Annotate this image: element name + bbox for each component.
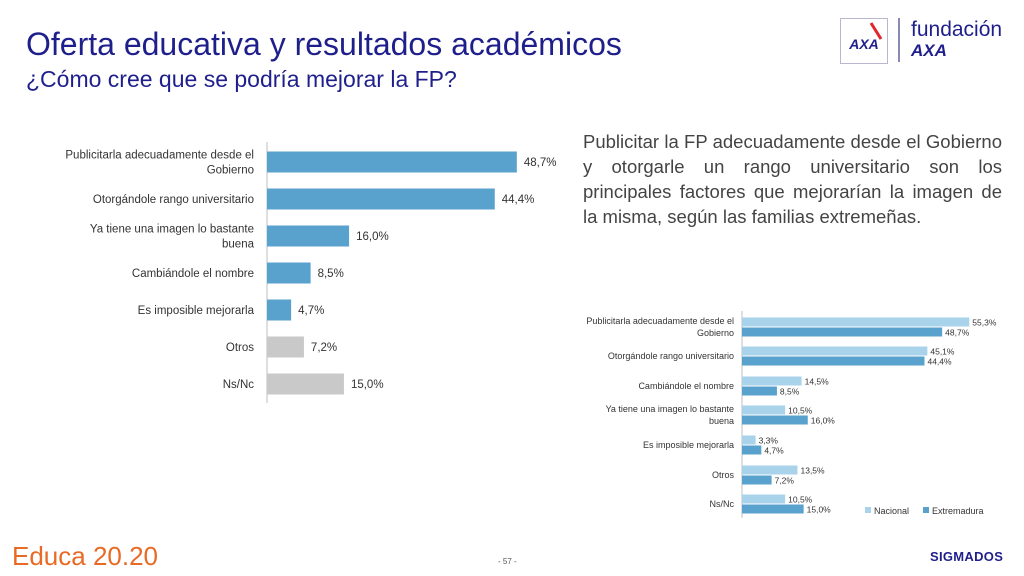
chart2-category-label: Gobierno: [697, 328, 734, 338]
chart2-bar-nacional: [742, 405, 786, 415]
chart2-category-label: Otorgándole rango universitario: [608, 351, 734, 361]
sigmados-logo: SIGMADOS: [930, 549, 1004, 564]
logo-separator: [898, 18, 900, 62]
chart2-value-label: 16,0%: [811, 416, 836, 426]
summary-text: Publicitar la FP adecuadamente desde el …: [583, 131, 1002, 227]
chart2-bar-nacional: [742, 494, 786, 504]
chart2-category-label: buena: [709, 416, 734, 426]
chart2-legend-label: Extremadura: [932, 506, 984, 516]
chart2-value-label: 45,1%: [930, 347, 955, 357]
chart2-value-label: 48,7%: [945, 328, 970, 338]
chart1-value-label: 15,0%: [351, 379, 384, 391]
chart2-bar-extremadura: [742, 327, 943, 337]
chart2-value-label: 3,3%: [759, 436, 779, 446]
chart2-bar-nacional: [742, 346, 928, 356]
chart1-category-label: Gobierno: [207, 165, 254, 177]
chart2-value-label: 13,5%: [800, 466, 825, 476]
chart2-value-label: 10,5%: [788, 406, 813, 416]
page-subtitle: ¿Cómo cree que se podría mejorar la FP?: [26, 66, 457, 92]
chart2-category-label: Ya tiene una imagen lo bastante: [606, 404, 734, 414]
educa-logo: Educa 20.20: [12, 541, 159, 571]
chart2-category-label: Otros: [712, 470, 735, 480]
chart1-value-label: 8,5%: [318, 268, 344, 280]
chart1-bar: [267, 373, 344, 395]
axa-logo-mark: AXA: [840, 18, 888, 64]
chart2-category-label: Cambiándole el nombre: [638, 381, 734, 391]
chart2-value-label: 44,4%: [927, 357, 952, 367]
chart1-value-label: 16,0%: [356, 231, 389, 243]
chart2-bar-extremadura: [742, 415, 808, 425]
page-number: - 57 -: [498, 557, 517, 566]
chart1-category-label: Publicitarla adecuadamente desde el: [65, 150, 254, 162]
chart1-category-label: Otorgándole rango universitario: [93, 194, 254, 206]
chart1-category-label: buena: [222, 239, 255, 251]
chart1-bar: [267, 262, 311, 284]
page-title: Oferta educativa y resultados académicos: [26, 26, 622, 62]
chart1-value-label: 7,2%: [311, 342, 337, 354]
chart2-legend-label: Nacional: [874, 506, 909, 516]
chart1-value-label: 48,7%: [524, 157, 557, 169]
logo-brand-line1: fundación: [911, 18, 1003, 41]
chart1-category-label: Es imposible mejorarla: [138, 305, 255, 317]
logo-mark-text: AXA: [848, 36, 879, 52]
chart1-value-label: 4,7%: [298, 305, 324, 317]
chart1-category-label: Ns/Nc: [223, 379, 255, 391]
chart2-bar-extremadura: [742, 356, 925, 366]
chart1-category-label: Otros: [226, 342, 254, 354]
chart2-bar-extremadura: [742, 475, 772, 485]
chart1-bar: [267, 336, 304, 358]
chart1-bar: [267, 299, 292, 321]
chart1-bar: [267, 188, 495, 210]
chart2-bar-extremadura: [742, 504, 804, 514]
chart2-value-label: 55,3%: [972, 318, 997, 328]
chart2-bar-nacional: [742, 465, 798, 475]
chart2-legend-swatch: [923, 507, 929, 513]
logo-brand-line2: AXA: [911, 41, 947, 60]
chart2-value-label: 8,5%: [780, 387, 800, 397]
chart2-category-label: Es imposible mejorarla: [643, 440, 734, 450]
chart2-bar-extremadura: [742, 386, 777, 396]
chart1-bar: [267, 225, 350, 247]
chart2-bar-nacional: [742, 435, 756, 445]
chart2-value-label: 14,5%: [805, 377, 830, 387]
chart2-category-label: Publicitarla adecuadamente desde el: [586, 316, 734, 326]
chart1-value-label: 44,4%: [502, 194, 535, 206]
chart2-bar-nacional: [742, 376, 802, 386]
chart2-legend-swatch: [865, 507, 871, 513]
chart2-bar-nacional: [742, 317, 970, 327]
chart2-value-label: 7,2%: [775, 476, 795, 486]
chart1-category-label: Ya tiene una imagen lo bastante: [90, 224, 254, 236]
chart2-value-label: 4,7%: [764, 446, 784, 456]
chart2-bar-extremadura: [742, 445, 762, 455]
chart2-value-label: 10,5%: [788, 495, 813, 505]
chart2-value-label: 15,0%: [807, 505, 832, 515]
chart1-category-label: Cambiándole el nombre: [132, 268, 254, 280]
chart1-bar: [267, 151, 517, 173]
chart2-category-label: Ns/Nc: [710, 499, 735, 509]
